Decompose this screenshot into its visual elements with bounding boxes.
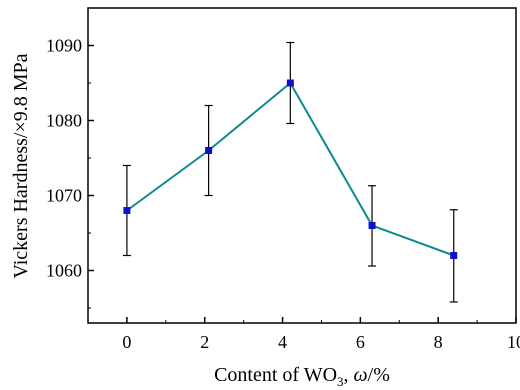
x-tick-label: 4 xyxy=(278,332,287,352)
x-tick-label: 0 xyxy=(122,332,131,352)
data-point xyxy=(286,79,294,87)
data-point xyxy=(123,207,131,214)
y-tick-label: 1080 xyxy=(46,111,82,131)
y-tick-label: 1070 xyxy=(46,186,82,206)
y-tick-label: 1090 xyxy=(46,36,82,56)
x-label-symbol: ω xyxy=(354,364,368,386)
data-markers xyxy=(123,79,458,259)
x-axis-label: Content of WO3, ω/% xyxy=(214,364,390,389)
y-axis-ticks: 1060 1070 1080 1090 xyxy=(46,36,94,309)
x-tick-label: 10 xyxy=(507,332,520,352)
x-tick-label: 8 xyxy=(434,332,443,352)
plot-frame xyxy=(87,7,517,324)
y-tick-label: 1060 xyxy=(46,261,82,281)
x-tick-label: 2 xyxy=(200,332,209,352)
x-tick-label: 6 xyxy=(356,332,365,352)
x-label-subscript: 3 xyxy=(337,374,344,389)
data-point xyxy=(205,147,213,154)
data-point xyxy=(450,252,458,259)
y-axis-label: Vickers Hardness/×9.8 MPa xyxy=(10,53,32,278)
data-point xyxy=(368,222,376,229)
x-label-text: Content of WO xyxy=(214,364,337,386)
x-label-separator: , xyxy=(344,364,354,386)
x-axis-ticks: 0 2 4 6 8 10 xyxy=(122,317,520,352)
x-label-unit: /% xyxy=(368,364,390,386)
